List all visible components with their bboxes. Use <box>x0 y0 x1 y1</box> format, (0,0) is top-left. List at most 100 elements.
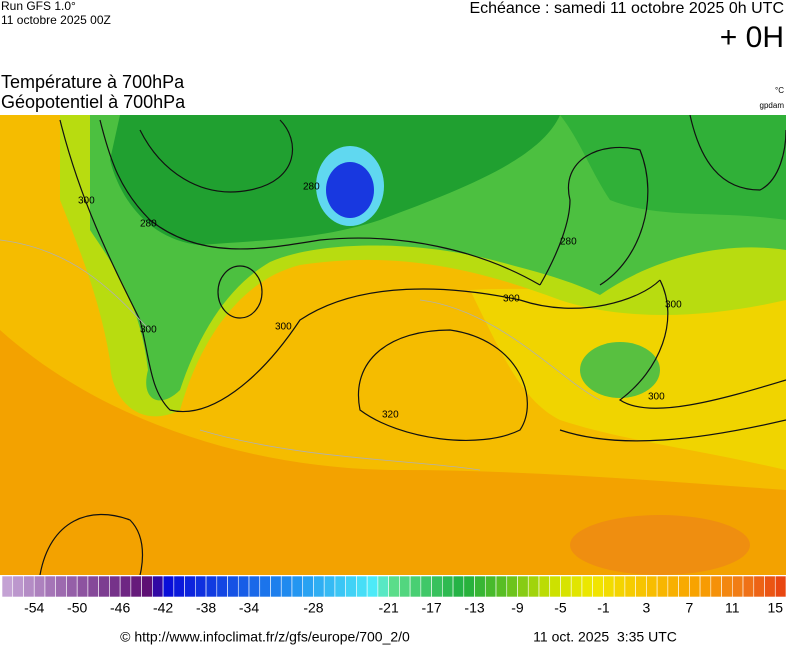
colorbar-label: -34 <box>239 600 259 616</box>
color-cell <box>334 575 346 598</box>
color-cell <box>152 575 164 598</box>
color-cell <box>667 575 679 598</box>
map: 300 280 280 300 300 300 320 300 300 280 <box>0 115 786 575</box>
contour <box>559 419 786 442</box>
color-cell <box>184 575 196 598</box>
colorbar-label: -50 <box>67 600 87 616</box>
color-cell <box>33 575 46 598</box>
contour <box>217 265 263 319</box>
colorbar-label: -38 <box>196 600 216 616</box>
color-cell <box>130 575 142 598</box>
color-cell <box>109 575 121 598</box>
color-cell <box>345 575 357 598</box>
color-cell <box>44 575 56 598</box>
contour <box>689 115 786 191</box>
warm-area <box>0 330 786 575</box>
contour <box>618 279 786 409</box>
color-cell <box>753 575 765 598</box>
color-cell <box>678 575 690 598</box>
color-cell <box>119 575 132 598</box>
color-cell <box>248 575 261 598</box>
color-cell <box>66 575 78 598</box>
contour-label: 320 <box>382 410 399 421</box>
color-cell <box>474 575 486 598</box>
lead-time: + 0H <box>720 21 784 54</box>
color-cell <box>442 575 454 598</box>
color-cell <box>699 575 712 598</box>
contour-label: 280 <box>303 182 320 193</box>
colorbar: -54 -50 -46 -42 -38 -34 -28 -21 -17 -13 -9 -5 -1 3 7 11… <box>1 575 786 616</box>
color-cell <box>141 575 153 598</box>
colorbar-label: 11 <box>725 600 740 616</box>
color-cell <box>506 575 518 598</box>
color-cell <box>517 575 529 598</box>
warm-area <box>570 515 750 575</box>
color-cell <box>356 575 368 598</box>
color-cell <box>635 575 647 598</box>
color-cell <box>76 575 89 598</box>
color-cell <box>195 575 207 598</box>
color-cell <box>227 575 239 598</box>
colorbar-label: 3 <box>642 600 650 616</box>
forecast: Echéance : samedi 11 octobre 2025 0h UTC <box>469 0 784 17</box>
color-cell <box>1 575 14 598</box>
color-cell <box>592 575 604 598</box>
unit-temperature: °C <box>775 86 784 95</box>
very-cold-area <box>326 162 374 218</box>
color-cell <box>721 575 733 598</box>
contour <box>539 146 649 286</box>
color-cell <box>87 575 99 598</box>
color-cell <box>764 575 776 598</box>
cold-area <box>580 342 660 398</box>
colorbar-label: -17 <box>421 600 441 616</box>
contour <box>59 119 661 412</box>
color-cell <box>162 575 175 598</box>
colorbar-label: -42 <box>153 600 173 616</box>
contour <box>99 119 541 286</box>
color-cell <box>452 575 465 598</box>
color-cell <box>603 575 615 598</box>
color-cell <box>377 575 389 598</box>
color-cell <box>388 575 400 598</box>
color-cell <box>302 575 314 598</box>
generated: 11 oct. 2025 3:35 UTC <box>533 629 677 645</box>
color-cell <box>399 575 411 598</box>
contour <box>139 119 294 193</box>
run: Run GFS 1.0° <box>1 0 76 13</box>
contour-label: 300 <box>503 294 520 305</box>
color-cell <box>12 575 24 598</box>
color-cell <box>549 575 561 598</box>
color-cell <box>98 575 110 598</box>
color-cell <box>55 575 67 598</box>
color-cell <box>463 575 475 598</box>
color-cell <box>646 575 658 598</box>
color-cell <box>742 575 755 598</box>
color-cell <box>291 575 304 598</box>
color-cell <box>656 575 669 598</box>
color-cell <box>216 575 228 598</box>
color-cell <box>774 575 786 598</box>
contour-label: 300 <box>78 196 95 207</box>
color-cell <box>323 575 336 598</box>
color-cell <box>205 575 218 598</box>
unit-geopotential: gpdam <box>760 101 785 110</box>
color-cell <box>313 575 325 598</box>
color-cell <box>237 575 250 598</box>
color-cell <box>581 575 593 598</box>
color-cell <box>23 575 35 598</box>
color-cell <box>431 575 443 598</box>
colorbar-label: 7 <box>685 600 693 616</box>
source: © http://www.infoclimat.fr/z/gfs/europe/… <box>120 629 410 645</box>
colorbar-label: -46 <box>110 600 130 616</box>
color-cell <box>495 575 508 598</box>
colorbar-label: -13 <box>464 600 484 616</box>
color-cell <box>689 575 701 598</box>
color-cell <box>484 575 497 598</box>
color-cell <box>624 575 636 598</box>
color-cell <box>560 575 572 598</box>
color-cell <box>527 575 540 598</box>
color-cell <box>613 575 626 598</box>
color-cell <box>280 575 293 598</box>
contour-label: 300 <box>648 392 665 403</box>
